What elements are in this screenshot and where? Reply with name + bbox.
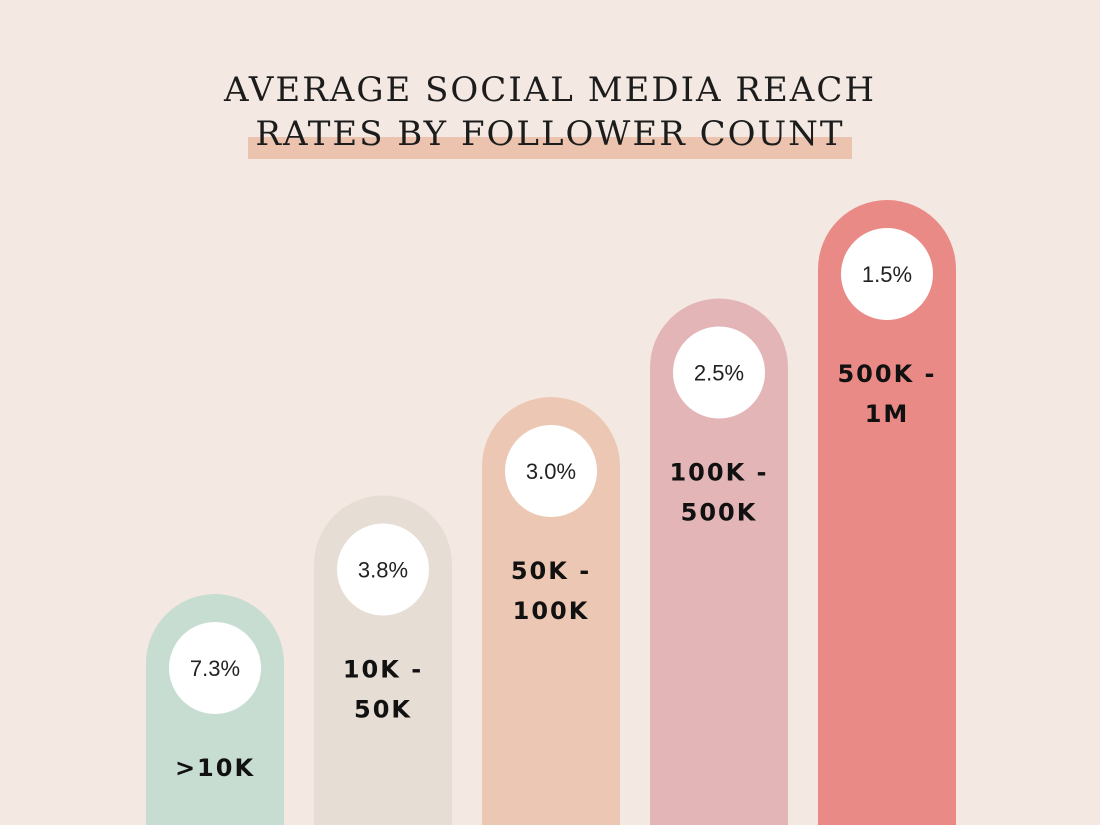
data-label: 3.8% bbox=[358, 558, 408, 583]
bar-group: 2.5% 100K - 500K bbox=[650, 298, 788, 825]
bar bbox=[482, 397, 620, 825]
data-label: 1.5% bbox=[862, 262, 912, 287]
bars-group: 7.3% >10K 3.8% 10K - 50K 3.0% 50K - 100K 2.5% 100… bbox=[146, 200, 956, 825]
category-label: 50K - bbox=[511, 557, 591, 585]
value-badge bbox=[169, 622, 261, 714]
bar bbox=[818, 200, 956, 825]
data-label: 7.3% bbox=[190, 656, 240, 681]
value-badge bbox=[337, 523, 429, 616]
category-label: 100K bbox=[513, 597, 590, 625]
chart-title: AVERAGE SOCIAL MEDIA REACH RATES BY FOLL… bbox=[0, 68, 1100, 156]
category-label: 50K bbox=[354, 696, 412, 724]
category-label: 500K - bbox=[837, 360, 936, 388]
value-badge bbox=[841, 228, 933, 320]
title-line-2: RATES BY FOLLOWER COUNT bbox=[255, 114, 845, 154]
bar-group: 7.3% >10K bbox=[146, 594, 284, 825]
title-line-1: AVERAGE SOCIAL MEDIA REACH bbox=[223, 70, 877, 110]
category-label: 100K - bbox=[669, 459, 768, 487]
category-label: >10K bbox=[175, 754, 255, 782]
category-label: 10K - bbox=[343, 656, 423, 684]
category-label: 1M bbox=[865, 400, 910, 428]
value-badge bbox=[505, 425, 597, 517]
category-label: 500K bbox=[681, 499, 758, 527]
bar-group: 3.8% 10K - 50K bbox=[314, 495, 452, 825]
bar-group: 3.0% 50K - 100K bbox=[482, 397, 620, 825]
data-label: 2.5% bbox=[694, 361, 744, 386]
bar bbox=[650, 298, 788, 825]
value-badge bbox=[673, 326, 765, 419]
bar-group: 1.5% 500K - 1M bbox=[818, 200, 956, 825]
title-highlight bbox=[248, 137, 852, 159]
data-label: 3.0% bbox=[526, 459, 576, 484]
